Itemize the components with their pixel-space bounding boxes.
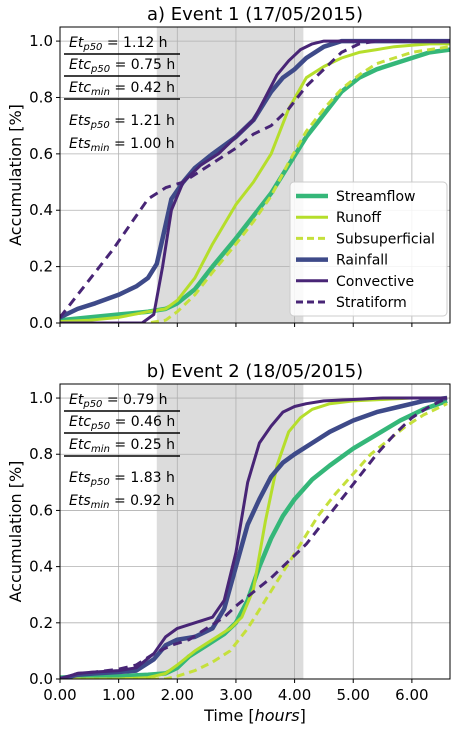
y-tick-label: 0.2 bbox=[29, 258, 53, 276]
annotation-label: Etsmin = 0.92 h bbox=[69, 493, 175, 511]
annotation-label: Etsp50 = 1.21 h bbox=[69, 113, 175, 131]
y-tick-label: 0.6 bbox=[29, 145, 53, 163]
y-tick-label: 1.0 bbox=[29, 389, 53, 407]
plot-frame bbox=[59, 383, 451, 680]
legend-label: Convective bbox=[336, 274, 414, 290]
series-group bbox=[60, 38, 450, 323]
shaded-interval bbox=[156, 27, 304, 323]
x-tick-label: 3.00 bbox=[219, 686, 252, 704]
y-axis-label: Accumulation [%] bbox=[6, 104, 25, 246]
legend-label: Stratiform bbox=[336, 295, 407, 311]
y-tick-label: 0.4 bbox=[29, 201, 53, 219]
legend-label: Runoff bbox=[336, 210, 381, 226]
y-tick-label: 0.6 bbox=[29, 501, 53, 519]
y-tick-label: 0.8 bbox=[29, 445, 53, 463]
series-line-rainfall bbox=[60, 395, 448, 679]
annotation-label: Etp50 = 1.12 h bbox=[69, 35, 168, 53]
annotation-label: Etsp50 = 1.83 h bbox=[69, 470, 175, 488]
x-tick-label: 1.00 bbox=[102, 686, 135, 704]
y-tick-label: 0.0 bbox=[29, 670, 53, 688]
x-tick-label: 6.00 bbox=[395, 686, 428, 704]
y-tick-label: 0.4 bbox=[29, 558, 53, 576]
annotation-label: Etcp50 = 0.46 h bbox=[69, 414, 175, 432]
annotation-label: Etsmin = 1.00 h bbox=[69, 136, 175, 154]
shaded-interval bbox=[156, 384, 304, 679]
series-line-convective bbox=[60, 396, 448, 679]
x-tick-label: 0.00 bbox=[43, 686, 76, 704]
series-line-rainfall bbox=[60, 38, 450, 320]
annotation-label: Etcp50 = 0.75 h bbox=[69, 57, 175, 75]
series-line-stratiform bbox=[60, 39, 450, 319]
plot-frame bbox=[59, 26, 451, 324]
annotation-label: Etp50 = 0.79 h bbox=[69, 392, 168, 410]
chart-panel-1: 0.0 0.2 0.4 0.6 0.8 1.0 a) Event 1 (17/05/2015… bbox=[6, 4, 451, 332]
legend-label: Rainfall bbox=[336, 253, 388, 269]
series-line-stratiform bbox=[60, 396, 448, 679]
legend-label: Subsuperficial bbox=[336, 231, 435, 247]
y-tick-label: 0.8 bbox=[29, 88, 53, 106]
y-tick-label: 0.0 bbox=[29, 314, 53, 332]
chart-title: a) Event 1 (17/05/2015) bbox=[147, 4, 363, 25]
legend-label: Streamflow bbox=[336, 189, 416, 205]
series-line-convective bbox=[60, 39, 450, 323]
y-tick-label: 1.0 bbox=[29, 32, 53, 50]
y-axis-label: Accumulation [%] bbox=[6, 461, 25, 603]
x-axis-label: Time [hours] bbox=[203, 706, 306, 725]
series-line-subsuperficial bbox=[60, 45, 450, 323]
legend-box bbox=[289, 181, 448, 317]
y-tick-label: 0.2 bbox=[29, 614, 53, 632]
series-line-runoff bbox=[60, 396, 448, 679]
annotation-label: Etcmin = 0.42 h bbox=[69, 80, 175, 98]
chart-panel-2: 0.0 0.2 0.4 0.6 0.8 1.0 0.00 1.00 2.00 3.00 4.00 5.… bbox=[6, 361, 451, 725]
x-tick-label: 2.00 bbox=[161, 686, 194, 704]
chart-title: b) Event 2 (18/05/2015) bbox=[147, 361, 363, 382]
x-tick-label: 5.00 bbox=[337, 686, 370, 704]
x-tick-label: 4.00 bbox=[278, 686, 311, 704]
annotation-label: Etcmin = 0.25 h bbox=[69, 437, 175, 455]
